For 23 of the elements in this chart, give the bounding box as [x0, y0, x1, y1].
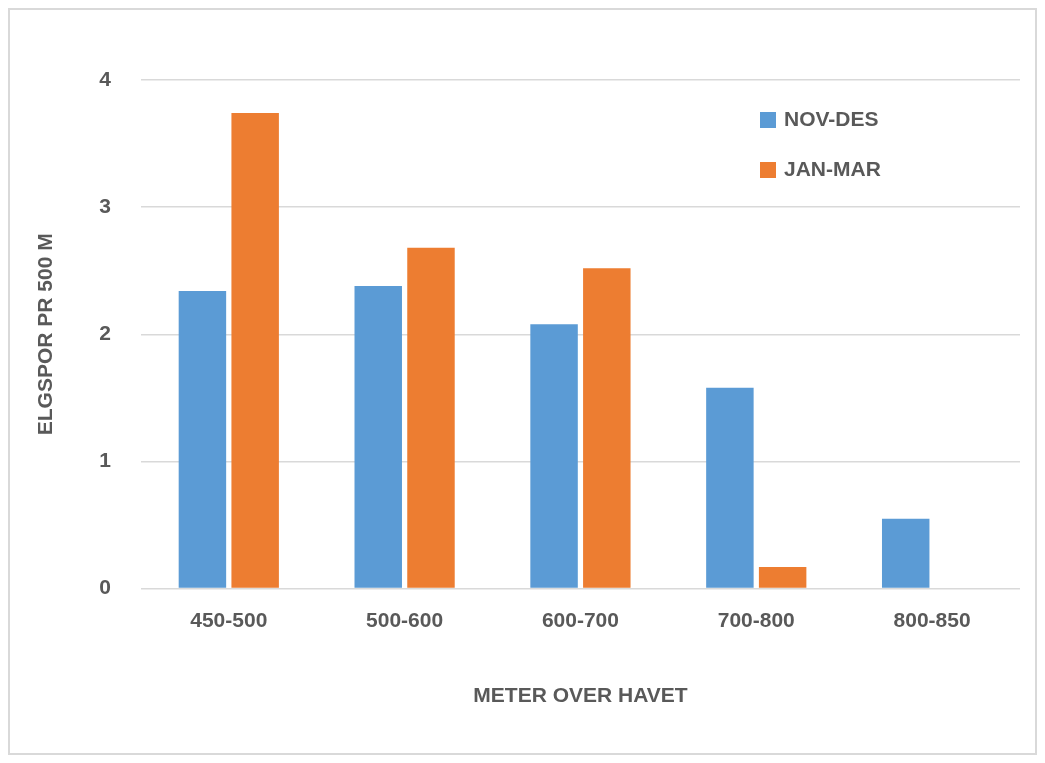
- x-tick-label: 700-800: [717, 608, 795, 631]
- x-axis-title: METER OVER HAVET: [473, 683, 688, 707]
- x-tick-label: 500-600: [366, 608, 444, 631]
- x-tick-label: 450-500: [190, 608, 268, 631]
- bar: [758, 566, 807, 588]
- legend-label: NOV-DES: [784, 106, 879, 130]
- x-tick-label: 800-850: [893, 608, 971, 631]
- bar: [530, 324, 578, 588]
- y-tick-label: 3: [99, 193, 111, 217]
- bar: [407, 247, 455, 588]
- bar: [178, 291, 227, 588]
- bar: [706, 387, 754, 588]
- bar: [354, 285, 402, 588]
- y-tick-label: 1: [99, 448, 112, 472]
- y-tick-label: 0: [99, 575, 111, 599]
- y-tick-label: 2: [99, 321, 111, 345]
- bar: [231, 113, 279, 588]
- bar: [583, 268, 631, 588]
- y-tick-label: 4: [99, 66, 112, 90]
- x-tick-label: 600-700: [541, 608, 619, 631]
- y-axis-title: ELGSPOR PR 500 M: [33, 233, 57, 436]
- legend-label: JAN-MAR: [784, 156, 881, 180]
- bar: [881, 518, 930, 588]
